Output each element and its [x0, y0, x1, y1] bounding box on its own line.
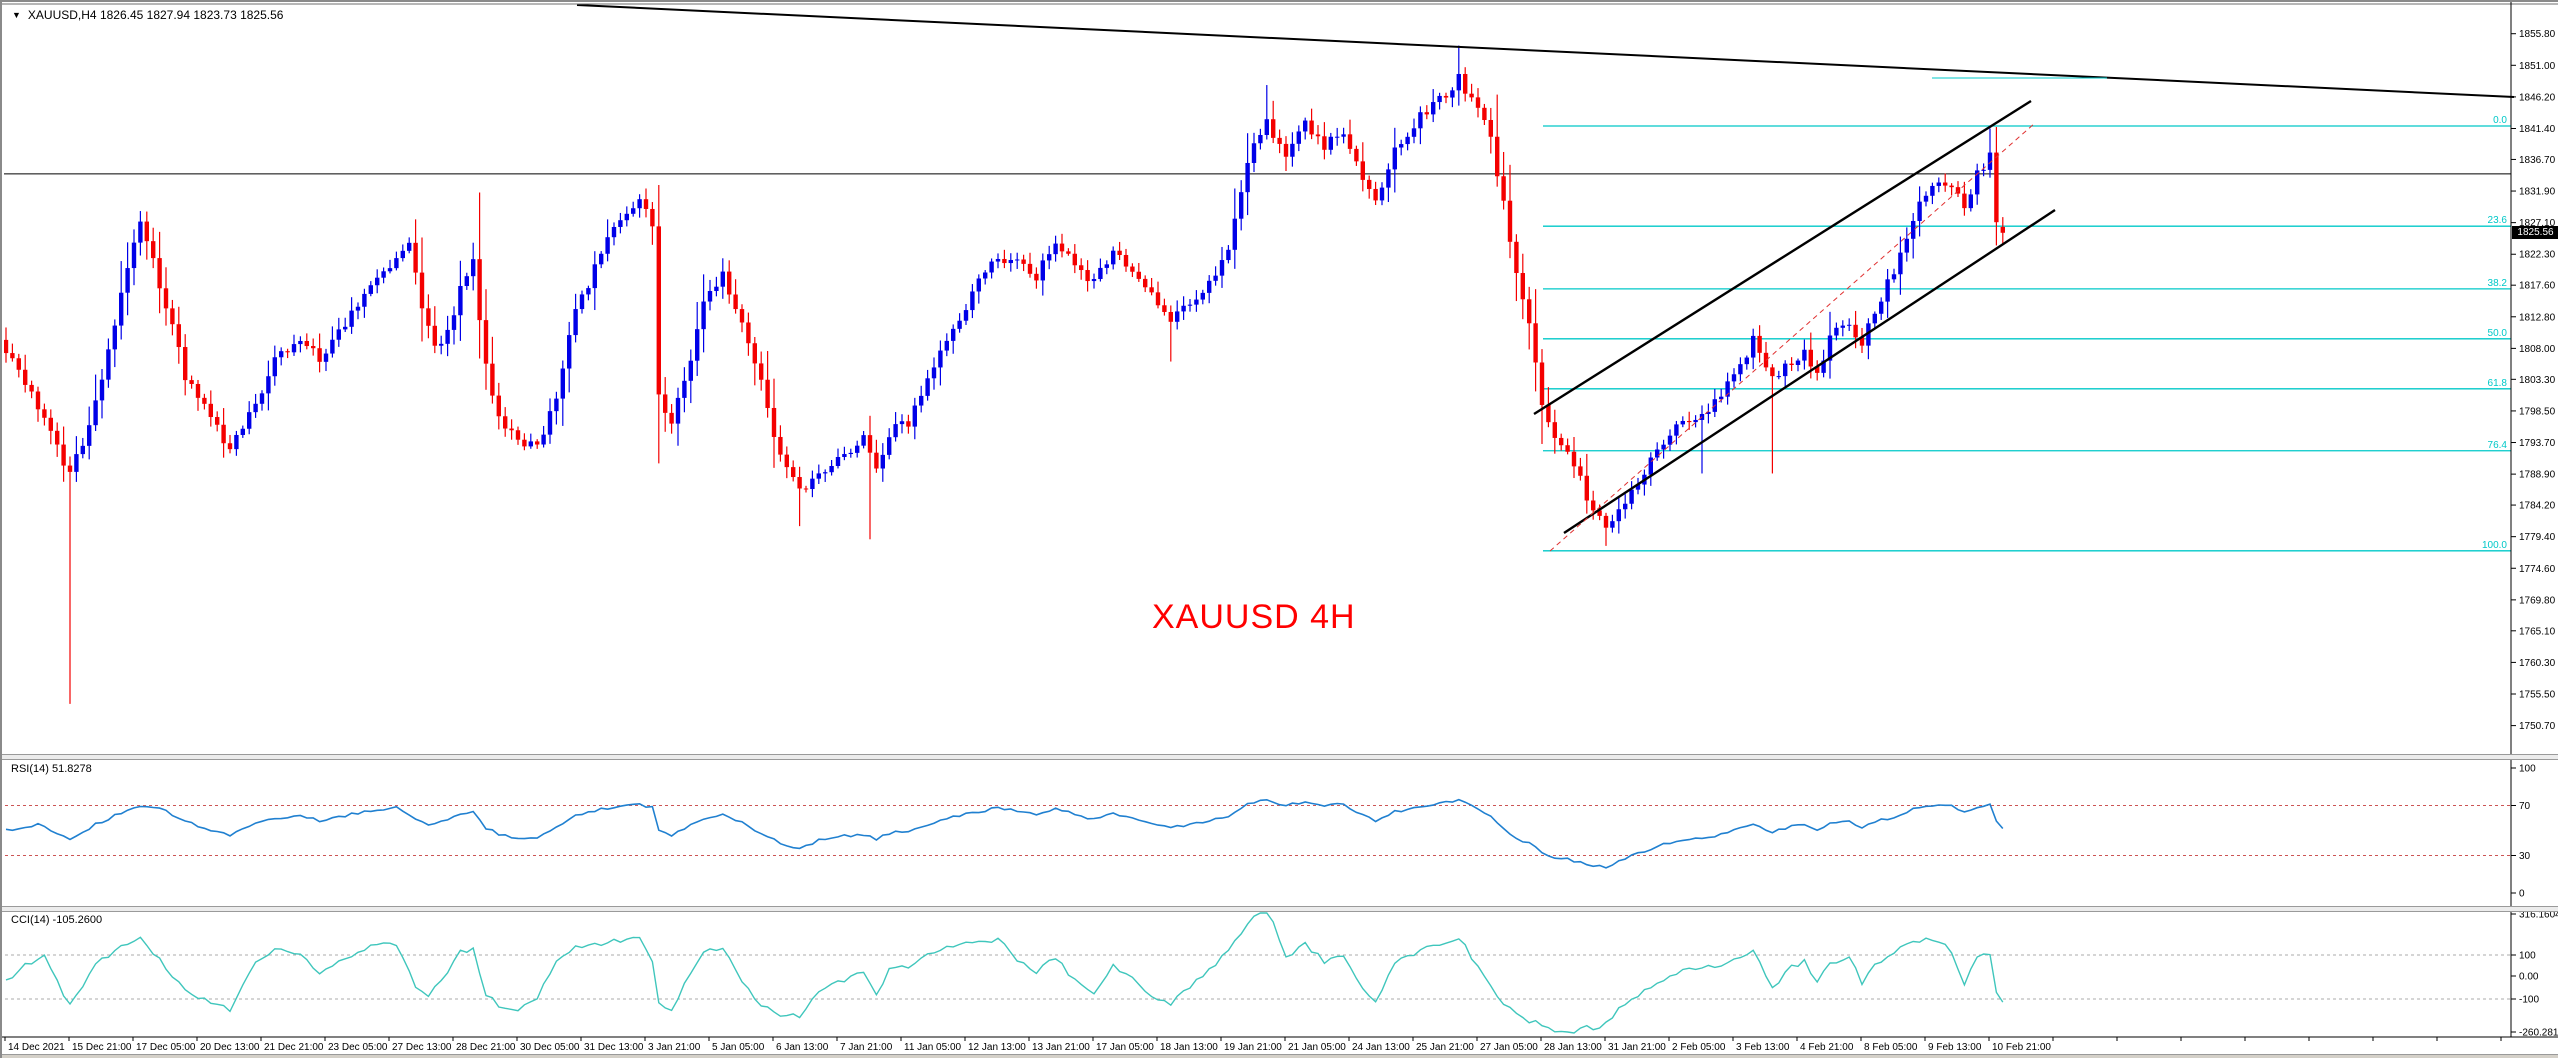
time-axis-label: 6 Jan 13:00	[776, 1042, 829, 1053]
cci-panel-splitter[interactable]	[2, 906, 2558, 912]
time-axis-label: 3 Feb 13:00	[1736, 1042, 1790, 1053]
rsi-axis-label: 30	[2519, 851, 2531, 862]
fib-level-label: 50.0	[2488, 328, 2508, 339]
time-axis-label: 28 Dec 21:00	[456, 1042, 516, 1053]
channel-upper-line[interactable]	[1533, 99, 2032, 416]
window-bottom-border	[2, 1054, 2558, 1058]
time-axis-label: 14 Dec 2021	[8, 1042, 65, 1053]
price-axis-label: 1827.10	[2519, 218, 2556, 229]
rsi-indicator-label: RSI(14) 51.8278	[11, 763, 92, 775]
time-axis-label: 17 Dec 05:00	[136, 1042, 196, 1053]
price-axis-label: 1774.60	[2519, 564, 2556, 575]
time-axis-label: 15 Dec 21:00	[72, 1042, 132, 1053]
price-axis-label: 1808.00	[2519, 344, 2556, 355]
price-axis-label: 1798.50	[2519, 406, 2556, 417]
time-axis-label: 31 Dec 13:00	[584, 1042, 644, 1053]
time-axis-label: 28 Jan 13:00	[1544, 1042, 1602, 1053]
cci-axis-label: -100	[2519, 995, 2539, 1006]
price-axis-label: 1765.10	[2519, 626, 2556, 637]
time-axis-label: 25 Jan 21:00	[1416, 1042, 1474, 1053]
time-axis-label: 27 Dec 13:00	[392, 1042, 452, 1053]
price-axis-label: 1846.20	[2519, 92, 2556, 103]
cci-axis[interactable]: 316.1604 100 0.00 -100 -260.2812	[2511, 910, 2558, 1039]
time-axis-label: 10 Feb 21:00	[1992, 1042, 2051, 1053]
cci-axis-label: 0.00	[2519, 972, 2539, 983]
price-axis-label: 1812.80	[2519, 312, 2556, 323]
price-axis-label: 1817.60	[2519, 281, 2556, 292]
time-axis-label: 12 Jan 13:00	[968, 1042, 1026, 1053]
time-axis-label: 7 Jan 21:00	[840, 1042, 893, 1053]
cci-axis-label: 100	[2519, 951, 2536, 962]
price-axis-label: 1851.00	[2519, 61, 2556, 72]
time-axis-label: 13 Jan 21:00	[1032, 1042, 1090, 1053]
time-axis[interactable]: 14 Dec 2021 15 Dec 21:00 17 Dec 05:00 20 De…	[4, 1037, 2502, 1053]
rsi-axis-label: 100	[2519, 764, 2536, 775]
rsi-panel[interactable]	[5, 798, 2511, 869]
symbol-ohlc-text: XAUUSD,H4 1826.45 1827.94 1823.73 1825.5…	[27, 8, 284, 22]
price-axis-label: 1750.70	[2519, 721, 2556, 732]
price-axis-label: 1755.50	[2519, 690, 2556, 701]
rsi-axis-label: 0	[2519, 889, 2525, 900]
time-axis-label: 9 Feb 13:00	[1928, 1042, 1982, 1053]
time-axis-label: 20 Dec 13:00	[200, 1042, 260, 1053]
price-axis-label: 1784.20	[2519, 501, 2556, 512]
price-axis-label: 1831.90	[2519, 187, 2556, 198]
fib-anchor-diagonal[interactable]	[1549, 122, 2036, 552]
price-axis-label: 1836.70	[2519, 155, 2556, 166]
symbol-dropdown-icon[interactable]: ▼	[12, 10, 21, 20]
fib-level-label: 76.4	[2488, 440, 2508, 451]
price-axis-label: 1803.30	[2519, 375, 2556, 386]
time-axis-label: 21 Jan 05:00	[1288, 1042, 1346, 1053]
time-axis-label: 31 Jan 21:00	[1608, 1042, 1666, 1053]
fib-level-label: 61.8	[2488, 378, 2508, 389]
price-axis-label: 1788.90	[2519, 470, 2556, 481]
time-axis-label: 4 Feb 21:00	[1800, 1042, 1854, 1053]
rsi-axis[interactable]: 100 70 30 0	[2511, 764, 2536, 900]
time-axis-label: 17 Jan 05:00	[1096, 1042, 1154, 1053]
time-axis-label: 5 Jan 05:00	[712, 1042, 765, 1053]
price-axis-label: 1841.40	[2519, 124, 2556, 135]
fib-level-label: 0.0	[2493, 115, 2507, 126]
descending-trendline[interactable]	[576, 4, 2515, 98]
channel-lower-line[interactable]	[1563, 208, 2056, 535]
price-axis-label: 1779.40	[2519, 532, 2556, 543]
cci-line	[5, 912, 2004, 1034]
price-axis-label: 1855.80	[2519, 29, 2556, 40]
cci-axis-label: -260.2812	[2519, 1028, 2558, 1039]
candles-layer[interactable]	[4, 45, 2005, 704]
current-price-tag: 1825.56	[2512, 226, 2558, 239]
price-axis-label: 1793.70	[2519, 438, 2556, 449]
time-axis-label: 11 Jan 05:00	[904, 1042, 962, 1053]
trendlines-layer[interactable]	[576, 4, 2515, 552]
symbol-info-bar: ▼ XAUUSD,H4 1826.45 1827.94 1823.73 1825…	[12, 8, 283, 22]
time-axis-label: 2 Feb 05:00	[1672, 1042, 1726, 1053]
axes-frame	[2, 2, 2558, 1038]
time-axis-label: 21 Dec 21:00	[264, 1042, 324, 1053]
price-axis-label: 1760.30	[2519, 658, 2556, 669]
rsi-line	[5, 798, 2004, 869]
time-axis-label: 24 Jan 13:00	[1352, 1042, 1410, 1053]
cci-axis-label: 316.1604	[2519, 910, 2558, 921]
time-axis-label: 3 Jan 21:00	[648, 1042, 701, 1053]
time-axis-label: 8 Feb 05:00	[1864, 1042, 1918, 1053]
time-axis-label: 27 Jan 05:00	[1480, 1042, 1538, 1053]
rsi-panel-splitter[interactable]	[2, 754, 2558, 760]
time-axis-label: 23 Dec 05:00	[328, 1042, 388, 1053]
fib-level-label: 23.6	[2488, 215, 2508, 226]
fib-level-label: 100.0	[2482, 540, 2507, 551]
time-axis-label: 30 Dec 05:00	[520, 1042, 580, 1053]
price-axis-label: 1822.30	[2519, 250, 2556, 261]
price-axis[interactable]: 1855.80 1851.00 1846.20 1841.40 1836.70 1831.…	[2511, 29, 2556, 732]
price-axis-label: 1769.80	[2519, 595, 2556, 606]
time-axis-label: 18 Jan 13:00	[1160, 1042, 1218, 1053]
cci-panel[interactable]	[5, 912, 2511, 1034]
fibonacci-retracement-lines[interactable]: 0.0 23.6 38.2 50.0 61.8 76.4 100.0	[1543, 115, 2511, 552]
chart-watermark: XAUUSD 4H	[1152, 598, 1356, 636]
fib-level-label: 38.2	[2488, 278, 2508, 289]
cci-indicator-label: CCI(14) -105.2600	[11, 914, 103, 926]
rsi-axis-label: 70	[2519, 801, 2531, 812]
time-axis-label: 19 Jan 21:00	[1224, 1042, 1282, 1053]
